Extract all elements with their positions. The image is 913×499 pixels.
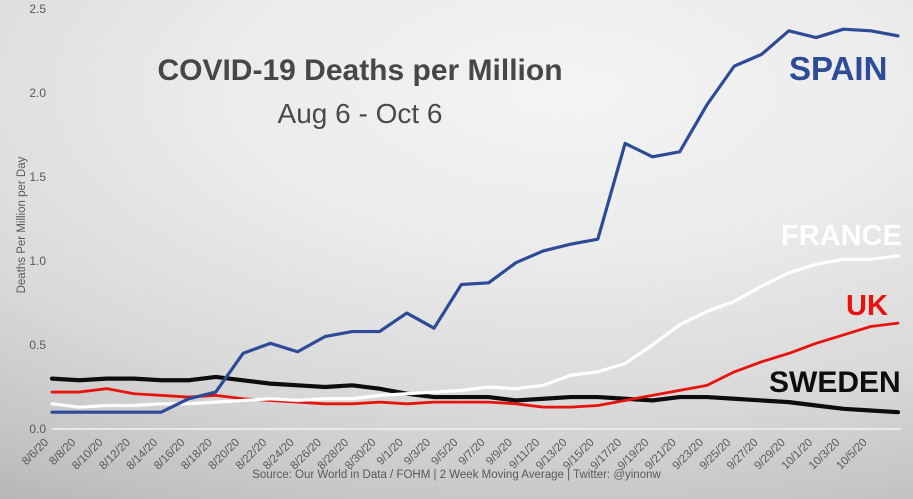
y-axis-title: Deaths Per Million per Day xyxy=(16,156,28,294)
x-tick-label: 10/5/20 xyxy=(834,437,870,473)
spain-line xyxy=(50,27,900,414)
series-label-spain: SPAIN xyxy=(789,50,888,87)
x-tick-label: 8/30/20 xyxy=(343,437,379,473)
x-tick-label: 8/6/20 xyxy=(20,437,51,468)
series-label-france: FRANCE xyxy=(781,220,902,252)
sweden-line xyxy=(49,374,901,415)
source-attribution: Source: Our World in Data / FOHM | 2 Wee… xyxy=(252,469,661,481)
x-tick-label: 9/5/20 xyxy=(429,437,460,468)
chart-title: COVID-19 Deaths per Million xyxy=(157,54,563,87)
y-tick-label: 2.0 xyxy=(29,86,46,100)
x-tick-label: 9/1/20 xyxy=(375,437,406,468)
y-tick-label: 0.5 xyxy=(29,338,46,352)
y-tick-label: 0.0 xyxy=(29,422,46,436)
y-tick-label: 1.0 xyxy=(29,254,46,268)
series-label-sweden: SWEDEN xyxy=(769,366,901,399)
x-tick-label: 9/3/20 xyxy=(402,437,433,468)
france-line xyxy=(50,254,900,409)
y-tick-label: 2.5 xyxy=(29,2,46,16)
chart-subtitle: Aug 6 - Oct 6 xyxy=(277,98,443,129)
x-tick-label: 9/7/20 xyxy=(457,437,488,468)
y-tick-label: 1.5 xyxy=(29,170,46,184)
series-label-uk: UK xyxy=(846,290,888,322)
